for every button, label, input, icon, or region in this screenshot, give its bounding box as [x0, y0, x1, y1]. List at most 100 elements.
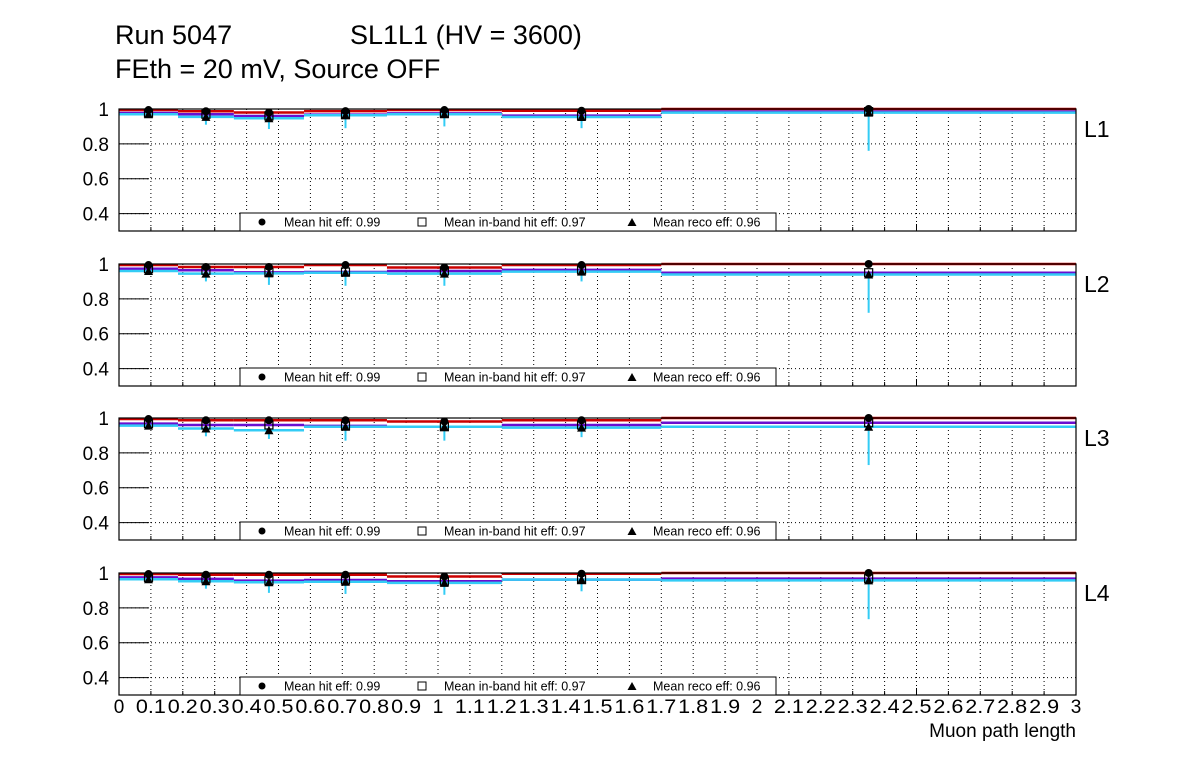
marker-hit	[577, 261, 586, 270]
legend-reco-label: Mean reco eff: 0.96	[653, 371, 761, 385]
y-tick-label: 0.8	[83, 290, 109, 311]
x-tick-label: 2.4	[870, 697, 900, 718]
marker-reco	[144, 574, 154, 584]
title-run: Run 5047	[115, 20, 232, 50]
x-axis: 0 0.1 0.2 0.3 0.4 0.5 0.6 0.7 0.8 0.9 1 1.1 1.2 1.3 1.…	[114, 697, 1082, 718]
marker-hit	[440, 572, 449, 581]
y-tick-label: 0.4	[83, 514, 110, 535]
legend-circle-icon	[258, 373, 266, 381]
legend-box	[239, 367, 777, 387]
legend-reco-label: Mean reco eff: 0.96	[653, 216, 761, 230]
x-tick-label: 2.6	[933, 697, 963, 718]
marker-reco	[340, 110, 350, 120]
marker-reco	[864, 269, 874, 279]
legend-triangle-icon	[627, 218, 637, 226]
x-tick-label: 0.6	[295, 697, 325, 718]
legend-box	[239, 521, 777, 541]
marker-reco	[264, 577, 274, 587]
x-tick-label: 2	[752, 697, 763, 718]
legend: Mean hit eff: 0.99 Mean in-band hit eff: …	[239, 676, 777, 696]
x-tick-label: 2.8	[997, 697, 1027, 718]
marker-reco	[144, 109, 154, 119]
marker-reco	[864, 422, 874, 431]
y-tick-label: 0.4	[83, 360, 110, 381]
y-tick-label: 0.6	[83, 325, 109, 346]
marker-reco	[264, 425, 274, 435]
x-tick-label: 1.8	[678, 697, 708, 718]
x-tick-label: 2.7	[965, 697, 995, 718]
x-tick-label: 2.5	[902, 697, 932, 718]
marker-reco	[340, 422, 350, 431]
marker-reco	[340, 577, 350, 586]
marker-reco	[201, 269, 211, 278]
x-tick-label: 0	[114, 697, 125, 718]
panel-l4: 1 0.8 0.6 0.4 Mean hit eff: 0.99 Mean in-band…	[83, 564, 1110, 696]
x-tick-label: 2.9	[1029, 697, 1059, 718]
x-tick-label: 2.2	[806, 697, 836, 718]
y-tick-label: 1	[98, 564, 109, 585]
x-tick-label: 1.9	[710, 697, 740, 718]
marker-reco	[439, 578, 449, 587]
x-tick-label: 1.4	[551, 697, 581, 718]
x-tick-label: 1.3	[519, 697, 549, 718]
marker-hit	[144, 570, 153, 579]
x-tick-label: 1.7	[646, 697, 676, 718]
marker-hit	[341, 261, 350, 270]
marker-hit	[201, 262, 210, 271]
panel-label: L3	[1084, 425, 1110, 451]
legend-circle-icon	[258, 218, 266, 226]
legend-circle-icon	[258, 682, 266, 690]
legend-hit-label: Mean hit eff: 0.99	[284, 525, 380, 539]
marker-reco	[439, 269, 449, 278]
marker-reco	[264, 268, 274, 278]
marker-reco	[144, 266, 154, 275]
x-tick-label: 0.9	[391, 697, 421, 718]
x-tick-label: 0.1	[136, 697, 166, 718]
marker-reco	[340, 268, 350, 277]
legend-square-icon	[417, 681, 427, 691]
y-tick-label: 1	[98, 100, 109, 121]
y-tick-label: 0.6	[83, 479, 109, 500]
marker-hit	[264, 570, 273, 579]
title-chamber: SL1L1 (HV = 3600)	[350, 20, 582, 50]
legend-triangle-icon	[627, 682, 637, 690]
panel-label: L1	[1084, 116, 1110, 142]
legend-reco-label: Mean reco eff: 0.96	[653, 525, 761, 539]
y-tick-label: 0.8	[83, 599, 109, 620]
marker-reco	[577, 423, 587, 432]
title-conditions: FEth = 20 mV, Source OFF	[115, 54, 440, 84]
marker-reco	[577, 112, 587, 122]
panel-l3: 1 0.8 0.6 0.4 Mean hit eff: 0.99 Mean in-band…	[83, 409, 1110, 541]
panel-l2: 1 0.8 0.6 0.4 Mean hit eff: 0.99 Mean in-band…	[83, 255, 1110, 387]
marker-reco	[439, 109, 449, 119]
legend-square-icon	[417, 526, 427, 536]
legend: Mean hit eff: 0.99 Mean in-band hit eff: …	[239, 367, 777, 387]
x-tick-label: 0.5	[264, 697, 294, 718]
legend-triangle-icon	[627, 527, 637, 535]
x-tick-label: 1	[433, 697, 444, 718]
marker-reco	[577, 575, 587, 584]
marker-hit	[440, 417, 449, 426]
x-tick-label: 0.4	[232, 697, 262, 718]
marker-reco	[577, 267, 587, 276]
legend-inband-label: Mean in-band hit eff: 0.97	[444, 216, 586, 230]
x-tick-label: 0.7	[327, 697, 357, 718]
y-tick-label: 0.6	[83, 634, 109, 655]
legend-reco-label: Mean reco eff: 0.96	[653, 680, 761, 694]
x-tick-label: 1.1	[455, 697, 485, 718]
legend-hit-label: Mean hit eff: 0.99	[284, 216, 380, 230]
x-tick-label: 2.1	[774, 697, 804, 718]
x-tick-label: 1.2	[487, 697, 517, 718]
legend: Mean hit eff: 0.99 Mean in-band hit eff: …	[239, 521, 777, 541]
marker-reco	[201, 576, 211, 586]
x-tick-label: 0.8	[359, 697, 389, 718]
y-tick-label: 0.8	[83, 444, 109, 465]
y-tick-label: 0.4	[83, 205, 110, 226]
x-tick-label: 2.3	[838, 697, 868, 718]
x-tick-label: 1.6	[614, 697, 644, 718]
legend: Mean hit eff: 0.99 Mean in-band hit eff: …	[239, 212, 777, 232]
legend-square-icon	[417, 372, 427, 382]
x-tick-label: 3	[1071, 697, 1082, 718]
y-tick-label: 0.8	[83, 135, 109, 156]
